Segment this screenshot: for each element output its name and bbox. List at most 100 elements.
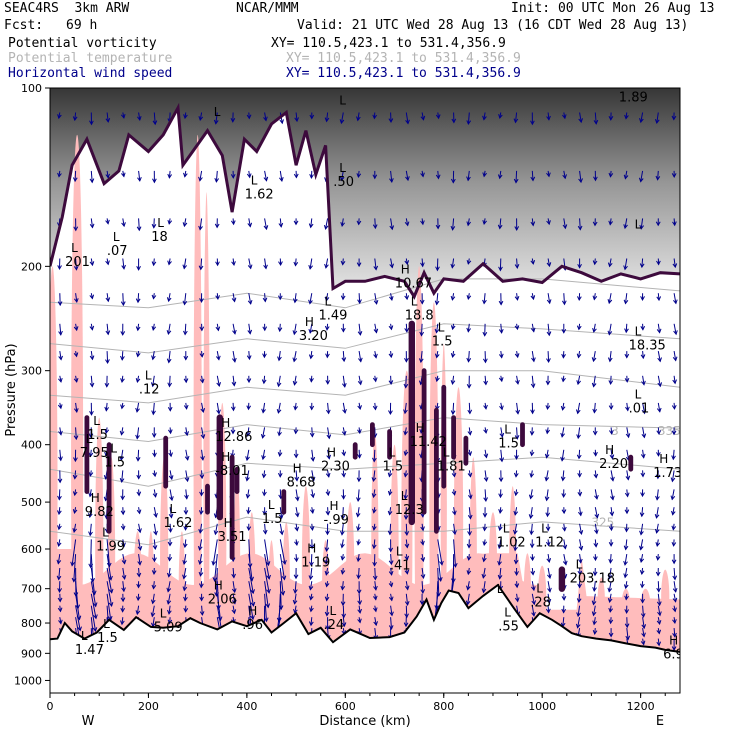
high-marker: H — [330, 499, 339, 513]
pv-plume-fill — [371, 431, 379, 610]
wind-arrowhead — [166, 572, 172, 578]
theta-contour — [50, 370, 680, 404]
wind-arrowhead — [308, 575, 314, 581]
wind-arrowhead — [576, 325, 582, 331]
wind-arrowhead — [481, 588, 487, 594]
wind-vector — [122, 567, 126, 579]
wind-arrowhead — [656, 587, 661, 593]
wind-arrowhead — [531, 600, 537, 606]
wind-arrowhead — [247, 299, 253, 305]
wind-arrowhead — [638, 177, 644, 183]
wind-arrowhead — [498, 477, 504, 483]
wind-arrowhead — [575, 623, 581, 629]
wind-arrowhead — [121, 559, 127, 565]
wind-arrowhead — [576, 612, 581, 618]
wind-vector — [169, 523, 172, 532]
wind-vector — [624, 567, 628, 578]
wind-arrowhead — [466, 357, 472, 363]
wind-vector — [122, 218, 125, 227]
wind-arrowhead — [230, 117, 236, 123]
wind-arrowhead — [309, 509, 315, 515]
wind-arrowhead — [199, 611, 205, 616]
wind-arrowhead — [88, 492, 93, 498]
wind-vector — [593, 402, 596, 413]
wind-arrowhead — [623, 224, 628, 230]
wind-vector — [624, 554, 628, 565]
wind-vector — [625, 293, 628, 304]
wind-arrowhead — [577, 225, 583, 231]
wind-arrowhead — [261, 379, 267, 385]
y-tick-label: 100 — [21, 82, 42, 95]
wind-arrowhead — [497, 560, 502, 566]
wind-vector — [232, 593, 236, 604]
wind-arrowhead — [168, 452, 173, 458]
wind-arrowhead — [183, 525, 189, 531]
wind-arrowhead — [324, 559, 329, 565]
wind-arrowhead — [625, 635, 631, 641]
pv-plume-fill — [390, 444, 399, 610]
wind-arrowhead — [88, 531, 93, 537]
wind-vector — [309, 293, 313, 304]
wind-vector — [357, 507, 360, 517]
wind-vector — [467, 218, 470, 226]
wind-vector — [278, 351, 281, 361]
wind-arrowhead — [135, 596, 141, 602]
wind-arrowhead — [340, 555, 346, 561]
wind-vector — [89, 523, 92, 536]
wind-vector — [264, 554, 270, 579]
wind-arrowhead — [198, 571, 204, 577]
wind-arrowhead — [513, 546, 518, 552]
wind-arrowhead — [372, 114, 378, 120]
wind-arrowhead — [530, 327, 536, 333]
wind-arrowhead — [624, 595, 629, 601]
wind-arrowhead — [673, 330, 678, 336]
wind-vector — [578, 449, 581, 459]
wind-arrowhead — [183, 607, 189, 613]
wind-vector — [106, 554, 112, 580]
wind-vector — [75, 323, 78, 331]
wind-vector — [138, 554, 141, 565]
wind-arrowhead — [106, 562, 112, 568]
wind-arrowhead — [356, 574, 361, 580]
wind-arrowhead — [341, 430, 347, 436]
wind-vector — [530, 489, 533, 499]
wind-vector — [310, 567, 313, 580]
wind-arrowhead — [340, 530, 345, 536]
wind-arrowhead — [89, 355, 95, 361]
wind-vector — [594, 507, 598, 518]
wind-vector — [593, 581, 596, 591]
wind-vector — [468, 351, 470, 362]
wind-vector — [341, 170, 344, 181]
low-marker: L — [251, 173, 258, 187]
wind-arrowhead — [641, 433, 647, 439]
low-marker: L — [268, 498, 275, 512]
pv-plume-fill — [95, 417, 104, 610]
wind-arrowhead — [624, 623, 630, 629]
wind-vector — [482, 567, 486, 578]
wind-vector — [294, 375, 297, 385]
legend-theta-xy: XY= 110.5,423.1 to 531.4,356.9 — [286, 51, 521, 66]
wind-vector — [121, 470, 124, 482]
wind-vector — [326, 539, 329, 552]
wind-arrowhead — [593, 176, 598, 182]
wind-arrowhead — [120, 510, 126, 516]
wind-arrowhead — [420, 589, 426, 595]
wind-arrowhead — [482, 526, 488, 532]
pv-plume-fill — [50, 266, 58, 610]
wind-arrowhead — [546, 262, 552, 268]
wind-arrowhead — [371, 477, 377, 483]
wind-vector — [358, 593, 361, 605]
extrema-value: 1.49 — [319, 308, 348, 323]
wind-arrowhead — [671, 115, 677, 121]
wind-vector — [468, 427, 471, 435]
wind-arrowhead — [340, 543, 345, 549]
wind-arrowhead — [182, 264, 187, 270]
wind-vector — [390, 605, 393, 616]
wind-arrowhead — [294, 541, 299, 547]
wind-vector — [452, 375, 455, 385]
wind-arrowhead — [57, 510, 62, 516]
wind-arrowhead — [387, 530, 393, 536]
wind-vector — [327, 470, 330, 477]
wind-arrowhead — [355, 512, 361, 518]
wind-vector — [610, 449, 613, 459]
